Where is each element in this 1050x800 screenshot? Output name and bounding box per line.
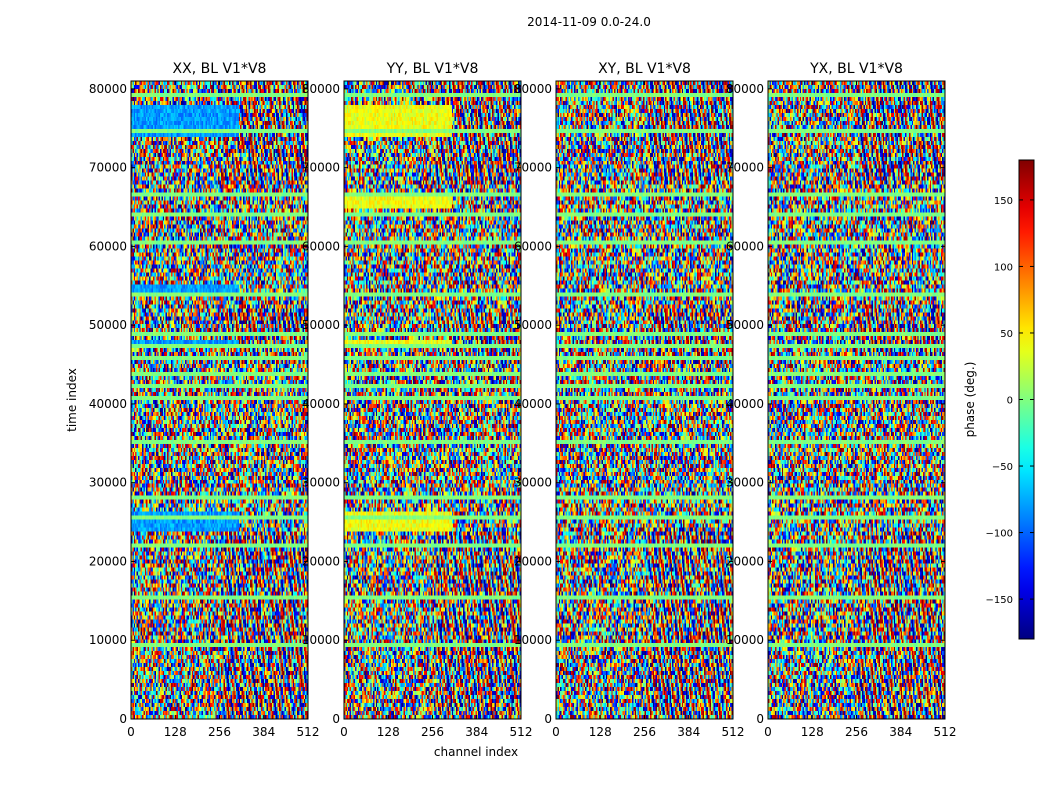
x-tick-label: 384 xyxy=(252,725,275,739)
y-tick-label: 50000 xyxy=(514,318,552,332)
y-tick-label: 0 xyxy=(119,712,127,726)
panel-xy: XY, BL V1*V8 0 128 256 384 512 0 10000 20000 3000… xyxy=(514,61,745,739)
y-tick-label: 20000 xyxy=(514,554,552,568)
panel-title: YY, BL V1*V8 xyxy=(386,61,479,77)
y-tick-label: 70000 xyxy=(302,161,340,175)
y-tick-label: 40000 xyxy=(514,397,552,411)
x-tick-label: 128 xyxy=(589,725,612,739)
y-tick-label: 20000 xyxy=(726,554,764,568)
y-tick-label: 80000 xyxy=(302,82,340,96)
panel-xx: XX, BL V1*V8 0 128 256 384 512 0 10000 20000 3000… xyxy=(89,61,320,739)
panel-title: XY, BL V1*V8 xyxy=(598,61,691,77)
panels-group: XX, BL V1*V8 0 128 256 384 512 0 10000 20000 3000… xyxy=(89,61,957,739)
x-tick-label: 0 xyxy=(552,725,560,739)
panel-title: YX, BL V1*V8 xyxy=(809,61,903,77)
x-tick-label: 0 xyxy=(127,725,135,739)
y-tick-label: 10000 xyxy=(89,633,127,647)
y-tick-label: 60000 xyxy=(302,239,340,253)
y-tick-label: 80000 xyxy=(726,82,764,96)
x-tick-label: 384 xyxy=(889,725,912,739)
heatmap-image xyxy=(768,81,945,719)
y-tick-label: 10000 xyxy=(726,633,764,647)
y-tick-label: 10000 xyxy=(514,633,552,647)
panel-title: XX, BL V1*V8 xyxy=(173,61,267,77)
y-tick-label: 40000 xyxy=(302,397,340,411)
x-tick-label: 384 xyxy=(677,725,700,739)
y-tick-label: 10000 xyxy=(302,633,340,647)
y-tick-label: 80000 xyxy=(514,82,552,96)
y-tick-label: 40000 xyxy=(89,397,127,411)
x-axis-label: channel index xyxy=(434,745,518,759)
x-tick-label: 128 xyxy=(377,725,400,739)
heatmap-image xyxy=(344,81,521,719)
x-tick-label: 256 xyxy=(633,725,656,739)
colorbar-tick-label: 150 xyxy=(994,196,1013,207)
figure-title: 2014-11-09 0.0-24.0 xyxy=(527,15,651,29)
y-tick-label: 70000 xyxy=(726,161,764,175)
y-tick-label: 0 xyxy=(544,712,552,726)
x-tick-label: 256 xyxy=(845,725,868,739)
x-tick-label: 384 xyxy=(465,725,488,739)
x-tick-label: 128 xyxy=(164,725,187,739)
y-tick-label: 70000 xyxy=(514,161,552,175)
y-tick-label: 50000 xyxy=(726,318,764,332)
y-tick-label: 30000 xyxy=(726,476,764,490)
heatmap-image xyxy=(131,81,308,719)
colorbar-tick-label: −100 xyxy=(986,529,1013,540)
y-tick-label: 80000 xyxy=(89,82,127,96)
x-tick-label: 128 xyxy=(801,725,824,739)
y-tick-label: 60000 xyxy=(89,239,127,253)
colorbar-tick-label: 50 xyxy=(1000,329,1013,340)
panel-yy: YY, BL V1*V8 0 128 256 384 512 0 10000 20000 3000… xyxy=(302,61,533,739)
colorbar: −150 −100 −50 0 50 100 150 phase (deg.) xyxy=(963,159,1035,640)
heatmap-image xyxy=(556,81,733,719)
y-tick-label: 40000 xyxy=(726,397,764,411)
colorbar-label: phase (deg.) xyxy=(963,362,977,438)
y-tick-label: 70000 xyxy=(89,161,127,175)
y-tick-label: 20000 xyxy=(89,554,127,568)
y-tick-label: 60000 xyxy=(514,239,552,253)
colorbar-tick-label: 0 xyxy=(1007,396,1013,407)
y-tick-label: 30000 xyxy=(302,476,340,490)
x-tick-label: 256 xyxy=(421,725,444,739)
x-tick-label: 0 xyxy=(764,725,772,739)
panel-yx: YX, BL V1*V8 0 128 256 384 512 0 10000 20000 3000… xyxy=(726,61,957,739)
x-tick-label: 512 xyxy=(934,725,957,739)
y-axis-label: time index xyxy=(65,368,79,432)
colorbar-tick-label: −50 xyxy=(992,462,1013,473)
x-tick-label: 512 xyxy=(297,725,320,739)
x-tick-label: 512 xyxy=(510,725,533,739)
x-tick-label: 0 xyxy=(340,725,348,739)
y-tick-label: 60000 xyxy=(726,239,764,253)
y-tick-label: 0 xyxy=(332,712,340,726)
colorbar-tick-label: 100 xyxy=(994,262,1013,273)
x-tick-label: 256 xyxy=(208,725,231,739)
y-tick-label: 0 xyxy=(756,712,764,726)
colorbar-tick-label: −150 xyxy=(986,595,1013,606)
x-tick-label: 512 xyxy=(722,725,745,739)
y-tick-label: 30000 xyxy=(514,476,552,490)
y-tick-label: 20000 xyxy=(302,554,340,568)
y-tick-label: 50000 xyxy=(89,318,127,332)
y-tick-label: 50000 xyxy=(302,318,340,332)
y-tick-label: 30000 xyxy=(89,476,127,490)
